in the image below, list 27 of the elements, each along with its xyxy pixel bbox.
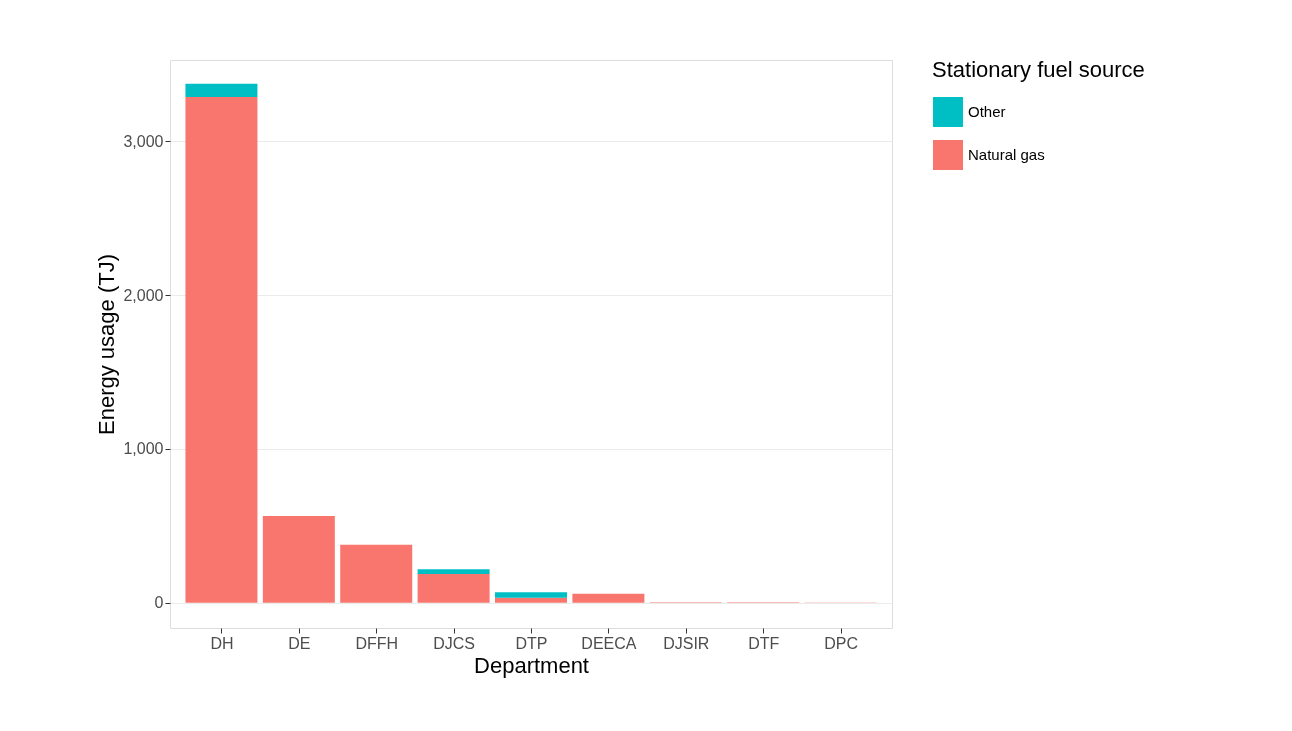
y-tick-label: 1,000: [123, 440, 164, 458]
y-tick-label: 3,000: [123, 132, 164, 150]
bar: [185, 83, 258, 97]
x-tick-label: DEECA: [581, 634, 637, 652]
x-tick-label: DTP: [515, 634, 548, 652]
y-tick-label: 2,000: [123, 286, 164, 304]
x-axis-title: Department: [474, 652, 589, 678]
bar: [185, 96, 258, 603]
x-tick-label: DFFH: [355, 634, 399, 652]
x-tick-label: DPC: [824, 634, 858, 652]
y-axis-title: Energy usage (TJ): [94, 254, 120, 435]
legend-label: Natural gas: [968, 146, 1045, 163]
bar: [262, 516, 335, 603]
bar: [495, 597, 567, 603]
x-tick-label: DJSIR: [663, 634, 710, 652]
bar: [572, 593, 645, 603]
x-tick-label: DH: [210, 634, 234, 652]
bar: [417, 573, 490, 603]
x-tick-label: DJCS: [433, 634, 475, 652]
bar: [495, 592, 567, 598]
x-tick-label: DE: [288, 634, 311, 652]
y-tick-label: 0: [154, 594, 164, 612]
bar: [417, 569, 490, 574]
bar: [340, 544, 413, 603]
legend-title: Stationary fuel source: [932, 57, 1145, 82]
legend-label: Other: [968, 103, 1006, 120]
x-tick-label: DTF: [748, 634, 780, 652]
